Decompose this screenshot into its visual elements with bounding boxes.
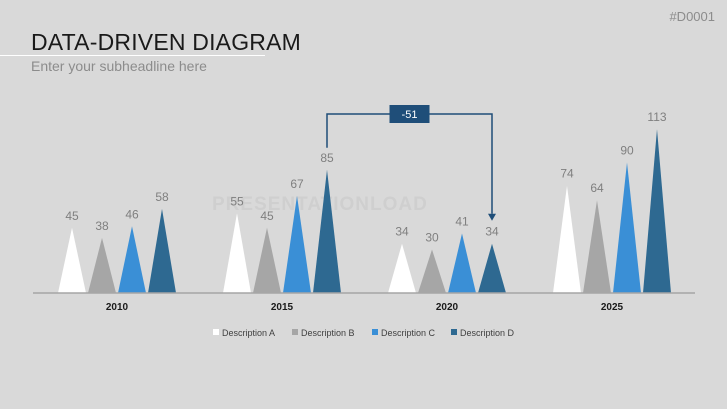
x-tick-2025: 2025	[601, 302, 624, 313]
data-label-2010-1: 38	[95, 219, 109, 233]
x-tick-2010: 2010	[106, 302, 129, 313]
data-label-2025-0: 74	[560, 167, 574, 181]
data-label-2015-0: 55	[230, 194, 244, 208]
bar-2015-2	[283, 195, 311, 293]
data-label-2010-0: 45	[65, 209, 79, 223]
bar-2010-2	[118, 226, 146, 293]
legend: Description A Description B Description C D…	[213, 328, 515, 338]
data-label-2015-3: 85	[320, 151, 334, 165]
data-label-2020-1: 30	[425, 231, 439, 245]
watermark: PRESENTATIONLOAD	[212, 194, 428, 215]
bar-2025-1	[583, 200, 611, 293]
legend-label-1: Description B	[301, 328, 355, 338]
data-label-2020-3: 34	[485, 225, 499, 239]
data-label-2020-2: 41	[455, 215, 469, 229]
bar-2015-0	[223, 213, 251, 293]
callout-arrowhead	[488, 213, 496, 221]
x-axis: 2010 2015 2020 2025	[33, 292, 695, 313]
slide-id: #D0001	[669, 9, 715, 24]
x-tick-2020: 2020	[436, 302, 459, 313]
data-label-2020-0: 34	[395, 225, 409, 239]
title-divider	[0, 55, 265, 56]
page-title: DATA-DRIVEN DIAGRAM	[31, 29, 302, 55]
legend-swatch-2	[372, 329, 378, 335]
bar-2015-3	[313, 169, 341, 293]
bar-2020-3	[478, 243, 506, 293]
page-subtitle: Enter your subheadline here	[31, 58, 207, 74]
bar-2015-1	[253, 227, 281, 293]
data-label-2010-3: 58	[155, 190, 169, 204]
legend-swatch-1	[292, 329, 298, 335]
data-label-2025-2: 90	[620, 144, 634, 158]
bar-2025-3	[643, 129, 671, 293]
bar-2010-1	[88, 237, 116, 293]
data-label-2015-1: 45	[260, 209, 274, 223]
callout-badge	[389, 105, 430, 123]
bar-2020-1	[418, 249, 446, 293]
legend-label-3: Description D	[460, 328, 515, 338]
data-label-2025-3: 113	[647, 110, 666, 124]
legend-swatch-0	[213, 329, 219, 335]
callout-label: -51	[402, 109, 418, 121]
legend-label-2: Description C	[381, 328, 436, 338]
bar-2025-0	[553, 185, 581, 293]
delta-callout: -51	[326, 105, 496, 221]
chart-bars: 45 38 46 58 55 45 67 85 34 30 41 34 74 64 90 113	[58, 110, 671, 293]
data-label-2025-1: 64	[590, 181, 604, 195]
callout-bracket	[326, 113, 493, 214]
data-label-2015-2: 67	[290, 177, 304, 191]
data-label-2010-2: 46	[125, 207, 139, 221]
bar-2020-2	[448, 233, 476, 293]
bar-2010-0	[58, 227, 86, 293]
bar-2025-2	[613, 162, 641, 293]
legend-swatch-3	[451, 329, 457, 335]
legend-label-0: Description A	[222, 328, 275, 338]
bar-2020-0	[388, 243, 416, 293]
bar-2010-3	[148, 208, 176, 293]
x-tick-2015: 2015	[271, 302, 294, 313]
